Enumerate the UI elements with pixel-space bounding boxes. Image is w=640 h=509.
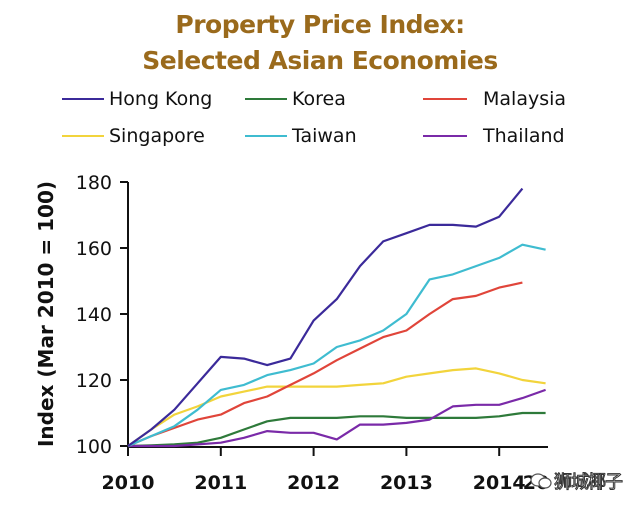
watermark-text: 狮城椰子: [554, 472, 624, 494]
x-tick-label: 2014: [473, 472, 526, 494]
series-line-singapore: [127, 367, 546, 447]
legend-item-malaysia: Malaysia: [423, 88, 566, 110]
y-tick-label: 180: [76, 172, 112, 194]
chart-title: Property Price Index:: [175, 10, 465, 39]
legend-label: Korea: [292, 88, 346, 110]
x-tick-label: 2012: [287, 472, 340, 494]
series-line-korea: [127, 411, 546, 448]
wechat-icon: [530, 473, 552, 489]
legend-label: Taiwan: [292, 125, 357, 147]
legend-swatch: [245, 135, 287, 137]
legend-item-thailand: Thailand: [423, 125, 565, 147]
legend-swatch: [245, 98, 287, 100]
legend-swatch: [423, 98, 467, 100]
legend-label: Singapore: [109, 125, 205, 147]
series-line-thailand: [128, 388, 546, 448]
watermark: 狮城椰子: [530, 468, 624, 494]
y-tick-label: 140: [76, 304, 112, 326]
y-tick-label: 120: [76, 370, 112, 392]
legend-label: Thailand: [483, 125, 565, 147]
y-tick-label: 160: [76, 238, 112, 260]
x-tick-label: 2011: [194, 472, 247, 494]
legend-label: Hong Kong: [109, 88, 213, 110]
legend-item-taiwan: Taiwan: [245, 125, 357, 147]
series-line-malaysia: [127, 281, 523, 448]
series-line-hong-kong: [127, 187, 524, 447]
legend-label: Malaysia: [483, 88, 567, 110]
y-tick-label: 100: [76, 436, 112, 458]
y-ticks: 100 120 140 160 180: [76, 172, 128, 458]
series-lines: [127, 187, 546, 448]
legend-swatch: [62, 98, 104, 100]
x-ticks: 2010 2011 2012 2013 2014: [102, 446, 526, 494]
legend-item-hong-kong: Hong Kong: [62, 88, 212, 110]
legend-swatch: [423, 135, 467, 137]
chart-subtitle: Selected Asian Economies: [142, 46, 498, 75]
y-axis-label: Index (Mar 2010 = 100): [34, 181, 58, 447]
legend-item-singapore: Singapore: [62, 125, 205, 147]
x-tick-label: 2013: [380, 472, 433, 494]
x-tick-label: 2010: [102, 472, 155, 494]
legend-item-korea: Korea: [245, 88, 346, 110]
legend-swatch: [62, 135, 104, 137]
series-line-taiwan: [127, 243, 546, 448]
